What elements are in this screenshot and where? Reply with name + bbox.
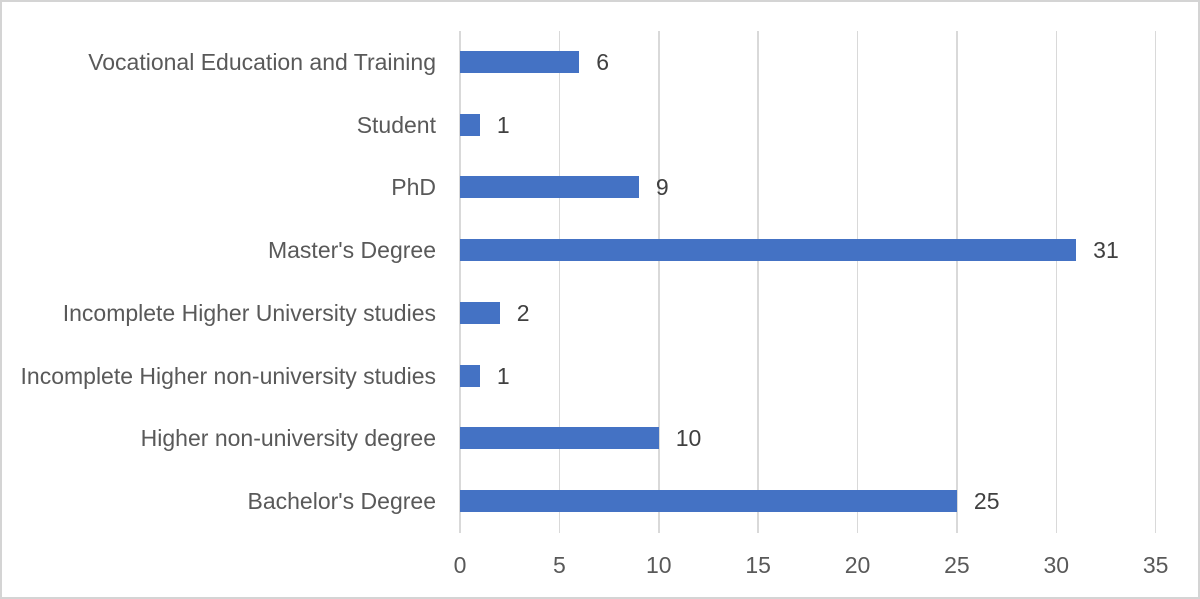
gridline-x-20: [856, 30, 859, 533]
value-axis-tick-label: 0: [453, 552, 467, 578]
data-label: 1: [496, 111, 510, 138]
data-label: 2: [516, 299, 530, 326]
data-label: 25: [973, 488, 1000, 515]
bar-4: [460, 239, 1077, 262]
gridline-x-0: [459, 30, 461, 533]
data-label: 6: [596, 48, 610, 75]
value-axis-tick-label: 20: [844, 552, 871, 578]
category-axis-label: Bachelor's Degree: [247, 488, 437, 515]
data-label: 9: [655, 174, 669, 201]
bar-7: [460, 427, 659, 450]
value-axis-tick-label: 25: [944, 552, 970, 578]
value-axis-tick-label: 30: [1043, 552, 1070, 578]
category-axis-label: Master's Degree: [267, 237, 436, 264]
bar-6: [460, 364, 480, 387]
value-axis-tick-label: 5: [552, 552, 566, 578]
category-axis-label: Higher non-university degree: [140, 425, 436, 452]
category-axis-label: Incomplete Higher non-university studies: [20, 362, 436, 389]
gridline-x-5: [558, 30, 561, 533]
gridline-x-15: [757, 30, 759, 533]
category-axis-label: Incomplete Higher University studies: [62, 299, 436, 326]
category-axis-label: PhD: [391, 174, 436, 201]
data-label: 10: [675, 425, 702, 452]
value-axis-tick-label: 15: [745, 552, 771, 578]
value-axis-tick-label: 10: [645, 552, 672, 578]
data-label: 31: [1093, 237, 1119, 264]
gridline-x-30: [1055, 30, 1058, 533]
value-axis-tick-label: 35: [1142, 552, 1169, 578]
category-axis-label: Student: [356, 111, 436, 138]
bar-8: [460, 490, 957, 513]
bar-3: [460, 176, 639, 199]
data-label: 1: [496, 362, 510, 389]
gridline-x-35: [1154, 30, 1157, 533]
gridline-x-10: [658, 30, 660, 533]
bar-5: [460, 301, 500, 324]
category-axis-label: Vocational Education and Training: [88, 48, 436, 75]
bar-2: [460, 113, 480, 136]
gridline-x-25: [956, 30, 958, 533]
bar-1: [460, 50, 580, 73]
